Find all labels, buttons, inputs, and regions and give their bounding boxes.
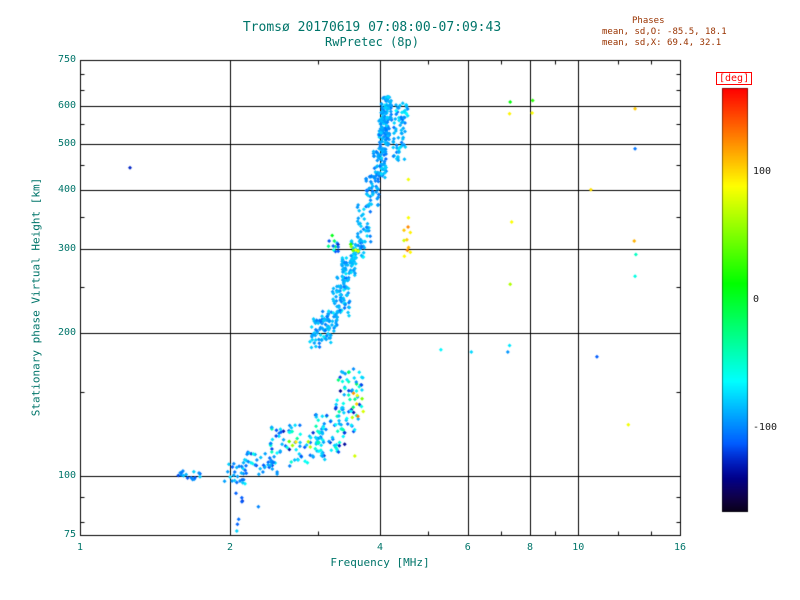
y-tick-label: 500 <box>57 137 76 149</box>
colorbar-unit-label: [deg] <box>716 72 753 85</box>
colorbar-tick-label: 0 <box>753 294 760 305</box>
colorbar-tick-label: -100 <box>753 422 778 434</box>
phase-stats-block: Phases mean, sd,O: -85.5, 18.1 mean, sd,… <box>602 16 727 49</box>
x-tick-label: 1 <box>76 542 84 553</box>
chart-title: Tromsø 20170619 07:08:00-07:09:43 <box>242 20 502 35</box>
x-tick-label: 2 <box>226 542 234 553</box>
x-tick-label: 6 <box>464 542 471 553</box>
phase-stats-o-mode: mean, sd,O: -85.5, 18.1 <box>602 27 727 37</box>
y-axis-label: Stationary phase Virtual Height [km] <box>29 177 43 417</box>
y-tick-label: 600 <box>57 100 76 112</box>
phase-stats-header: Phases <box>632 16 665 26</box>
y-tick-label: 75 <box>63 529 76 540</box>
y-tick-label: 300 <box>57 243 76 255</box>
x-tick-label: 8 <box>526 542 534 553</box>
x-axis-label: Frequency [MHz] <box>330 556 430 569</box>
y-tick-label: 750 <box>57 54 76 65</box>
y-tick-label: 200 <box>57 326 76 338</box>
phase-stats-x-mode: mean, sd,X: 69.4, 32.1 <box>602 38 722 48</box>
chart-subtitle: RwPretec (8p) <box>325 35 419 49</box>
y-tick-label: 100 <box>57 469 76 481</box>
colorbar-tick-label: 100 <box>753 165 772 177</box>
x-tick-label: 4 <box>376 542 384 553</box>
x-tick-label: 10 <box>572 542 585 553</box>
x-tick-label: 16 <box>673 542 687 553</box>
y-tick-label: 400 <box>57 183 76 195</box>
